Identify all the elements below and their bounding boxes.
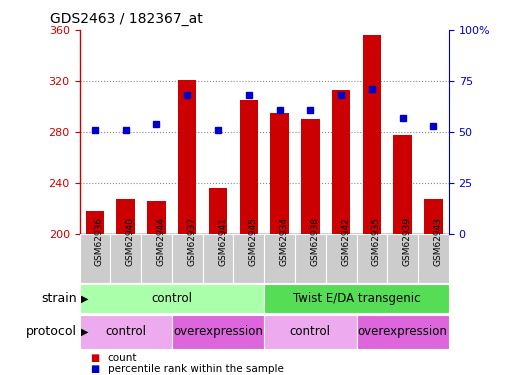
Bar (233, 234, 264, 283)
Bar (264, 284, 449, 313)
Bar (141, 234, 172, 283)
Text: GSM62943: GSM62943 (433, 217, 443, 266)
Text: GSM62944: GSM62944 (156, 217, 166, 266)
Bar (295, 234, 326, 283)
Bar (332, 90, 350, 234)
Bar (80, 234, 110, 283)
Text: strain: strain (42, 292, 77, 305)
Text: GDS2463 / 182367_at: GDS2463 / 182367_at (50, 12, 203, 26)
Text: GSM62939: GSM62939 (403, 217, 412, 266)
Bar (301, 119, 320, 234)
Text: ■: ■ (90, 353, 99, 363)
Bar (357, 315, 449, 349)
Text: GSM62942: GSM62942 (341, 217, 350, 266)
Bar (172, 315, 264, 349)
Text: GSM62941: GSM62941 (218, 217, 227, 266)
Text: control: control (290, 326, 331, 338)
Text: Twist E/DA transgenic: Twist E/DA transgenic (293, 292, 420, 305)
Bar (178, 80, 196, 234)
Bar (203, 234, 233, 283)
Bar (387, 234, 418, 283)
Bar (357, 234, 387, 283)
Bar (270, 113, 289, 234)
Text: GSM62936: GSM62936 (95, 217, 104, 266)
Text: percentile rank within the sample: percentile rank within the sample (108, 364, 284, 374)
Bar (80, 284, 264, 313)
Bar (418, 234, 449, 283)
Bar (264, 315, 357, 349)
Bar (240, 100, 258, 234)
Text: control: control (151, 292, 192, 305)
Bar (326, 234, 357, 283)
Bar (110, 234, 141, 283)
Bar (393, 135, 412, 234)
Text: overexpression: overexpression (173, 326, 263, 338)
Text: control: control (105, 326, 146, 338)
Bar (363, 35, 381, 234)
Bar (264, 234, 295, 283)
Text: ▶: ▶ (81, 327, 88, 337)
Text: overexpression: overexpression (358, 326, 448, 338)
Text: GSM62934: GSM62934 (280, 217, 289, 266)
Bar (147, 201, 166, 234)
Bar (209, 188, 227, 234)
Bar (172, 234, 203, 283)
Bar (80, 315, 172, 349)
Bar (86, 211, 104, 234)
Text: count: count (108, 353, 137, 363)
Text: GSM62945: GSM62945 (249, 217, 258, 266)
Text: ■: ■ (90, 364, 99, 374)
Text: GSM62938: GSM62938 (310, 217, 320, 266)
Bar (116, 199, 135, 234)
Text: GSM62935: GSM62935 (372, 217, 381, 266)
Text: GSM62940: GSM62940 (126, 217, 135, 266)
Bar (424, 199, 443, 234)
Text: ▶: ▶ (81, 294, 88, 303)
Text: protocol: protocol (26, 326, 77, 338)
Text: GSM62937: GSM62937 (187, 217, 196, 266)
